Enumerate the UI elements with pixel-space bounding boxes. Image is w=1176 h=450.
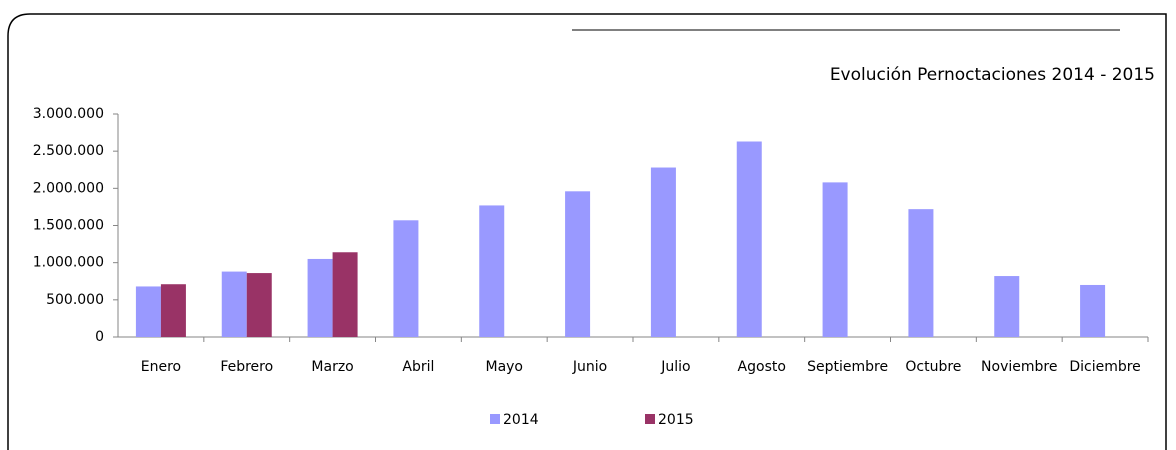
legend-swatch [645, 414, 655, 424]
x-tick-label: Noviembre [981, 359, 1057, 375]
x-tick-label: Octubre [905, 359, 961, 375]
bar [650, 167, 676, 337]
x-tick-label: Agosto [738, 359, 786, 375]
x-tick-label: Julio [660, 359, 690, 375]
bar [565, 191, 591, 337]
bar [332, 252, 358, 337]
bar [994, 276, 1020, 337]
y-tick-label: 0 [95, 329, 104, 345]
x-tick-label: Diciembre [1069, 359, 1140, 375]
legend-label: 2015 [658, 412, 694, 428]
y-tick-label: 3.000.000 [33, 106, 104, 122]
x-tick-label: Mayo [485, 359, 523, 375]
bar [393, 220, 419, 337]
bar [246, 273, 272, 337]
y-tick-label: 2.500.000 [33, 143, 104, 159]
bar [160, 284, 186, 337]
bar [221, 271, 247, 337]
x-tick-label: Junio [572, 359, 607, 375]
x-tick-label: Marzo [311, 359, 353, 375]
y-tick-label: 1.000.000 [33, 255, 104, 271]
x-tick-label: Enero [141, 359, 181, 375]
bar [1080, 284, 1106, 337]
bar [135, 286, 161, 337]
x-tick-label: Abril [402, 359, 434, 375]
chart-title: Evolución Pernoctaciones 2014 - 2015 [830, 65, 1155, 85]
chart-frame [7, 13, 1167, 450]
bar [736, 141, 762, 337]
bar [307, 258, 333, 337]
bar [908, 209, 934, 337]
legend-label: 2014 [503, 412, 539, 428]
bar [822, 182, 848, 337]
y-tick-label: 1.500.000 [33, 218, 104, 234]
x-tick-label: Septiembre [807, 359, 888, 375]
y-tick-label: 2.000.000 [33, 180, 104, 196]
bar [479, 205, 505, 337]
y-tick-label: 500.000 [46, 292, 104, 308]
legend-swatch [490, 414, 500, 424]
x-tick-label: Febrero [220, 359, 273, 375]
